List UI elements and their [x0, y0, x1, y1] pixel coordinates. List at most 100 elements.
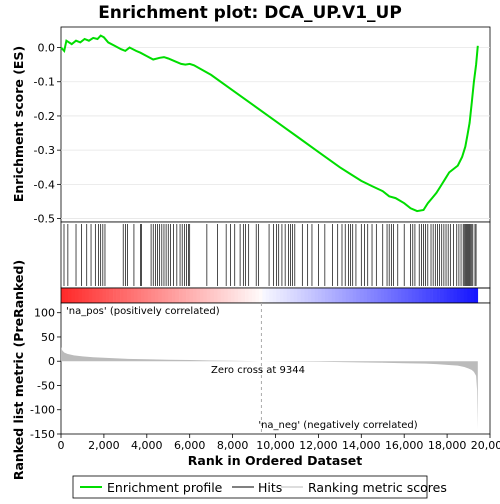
color-bar-segment — [325, 288, 329, 303]
color-bar-segment — [217, 288, 221, 303]
color-bar-segment — [148, 288, 152, 303]
metric-y-tick-label: -100 — [30, 404, 55, 417]
color-bar-segment — [353, 288, 357, 303]
color-bar-segment — [301, 288, 305, 303]
color-bar-segment — [464, 288, 468, 303]
color-bar-segment — [252, 288, 256, 303]
es-panel-frame — [61, 27, 490, 222]
color-bar-segment — [457, 288, 461, 303]
color-bar-segment — [321, 288, 325, 303]
color-bar-segment — [391, 288, 395, 303]
metric-y-tick-label: -50 — [37, 379, 55, 392]
legend: Enrichment profile Hits Ranking metric s… — [73, 476, 447, 498]
color-bar-segment — [68, 288, 72, 303]
color-bar-segment — [387, 288, 391, 303]
color-bar-segment — [242, 288, 246, 303]
x-tick-label: 12,000 — [299, 439, 338, 452]
color-bar-segment — [401, 288, 405, 303]
x-tick-label: 0 — [58, 439, 65, 452]
color-bar-segment — [228, 288, 232, 303]
color-bar-segment — [335, 288, 339, 303]
color-bar-segment — [394, 288, 398, 303]
x-tick-label: 10,000 — [256, 439, 295, 452]
color-bar-segment — [179, 288, 183, 303]
color-bar-segment — [61, 288, 65, 303]
color-bar-segment — [89, 288, 93, 303]
color-bar-segment — [137, 288, 141, 303]
color-bar-segment — [82, 288, 86, 303]
color-bar-segment — [110, 288, 114, 303]
color-bar-segment — [183, 288, 187, 303]
color-bar-segment — [363, 288, 367, 303]
metric-y-axis-label: Ranked list metric (PreRanked) — [11, 260, 26, 480]
color-bar-segment — [415, 288, 419, 303]
color-bar-segment — [433, 288, 437, 303]
metric-y-tick-label: 100 — [34, 307, 55, 320]
color-bar-segment — [71, 288, 75, 303]
color-bar-segment — [238, 288, 242, 303]
color-bar-segment — [269, 288, 273, 303]
color-bar-segment — [141, 288, 145, 303]
legend-label-hits: Hits — [258, 480, 282, 495]
es-y-tick-label: -0.4 — [34, 178, 55, 191]
color-bar-segment — [398, 288, 402, 303]
metric-y-tick-label: 0 — [48, 355, 55, 368]
color-bar-segment — [426, 288, 430, 303]
legend-label-metric: Ranking metric scores — [308, 480, 447, 495]
color-bar-segment — [453, 288, 457, 303]
color-bar-segment — [214, 288, 218, 303]
pos-correlated-label: 'na_pos' (positively correlated) — [66, 306, 220, 317]
color-bar-segment — [367, 288, 371, 303]
color-bar-segment — [124, 288, 128, 303]
color-bar-segment — [155, 288, 159, 303]
x-tick-label: 20,000 — [471, 439, 500, 452]
es-y-tick-label: -0.2 — [34, 110, 55, 123]
color-bar-segment — [117, 288, 121, 303]
color-bar-segment — [259, 288, 263, 303]
color-bar-segment — [308, 288, 312, 303]
color-bar-segment — [120, 288, 124, 303]
color-bar-segment — [103, 288, 107, 303]
es-y-tick-label: -0.1 — [34, 76, 55, 89]
x-tick-label: 8,000 — [217, 439, 249, 452]
color-bar-segment — [436, 288, 440, 303]
color-bar-segment — [460, 288, 464, 303]
rank-color-bar — [61, 288, 478, 303]
color-bar-segment — [113, 288, 117, 303]
color-bar-segment — [273, 288, 277, 303]
color-bar-segment — [221, 288, 225, 303]
color-bar-segment — [467, 288, 471, 303]
color-bar-segment — [419, 288, 423, 303]
color-bar-segment — [318, 288, 322, 303]
color-bar-segment — [332, 288, 336, 303]
color-bar-segment — [384, 288, 388, 303]
es-y-ticks: 0.0-0.1-0.2-0.3-0.4-0.5 — [34, 42, 61, 226]
color-bar-segment — [290, 288, 294, 303]
metric-x-axis-label: Rank in Ordered Dataset — [188, 453, 362, 468]
color-bar-segment — [193, 288, 197, 303]
color-bar-segment — [176, 288, 180, 303]
es-y-tick-label: 0.0 — [38, 42, 56, 55]
color-bar-segment — [408, 288, 412, 303]
color-bar-segment — [196, 288, 200, 303]
hits-panel — [61, 222, 490, 303]
color-bar-segment — [134, 288, 138, 303]
color-bar-segment — [315, 288, 319, 303]
color-bar-segment — [422, 288, 426, 303]
color-bar-segment — [130, 288, 134, 303]
color-bar-segment — [280, 288, 284, 303]
color-bar-segment — [471, 288, 475, 303]
color-bar-segment — [283, 288, 287, 303]
x-tick-label: 6,000 — [174, 439, 206, 452]
color-bar-segment — [440, 288, 444, 303]
color-bar-segment — [266, 288, 270, 303]
color-bar-segment — [85, 288, 89, 303]
x-tick-label: 2,000 — [88, 439, 120, 452]
color-bar-segment — [78, 288, 82, 303]
color-bar-segment — [172, 288, 176, 303]
color-bar-segment — [443, 288, 447, 303]
color-bar-segment — [231, 288, 235, 303]
